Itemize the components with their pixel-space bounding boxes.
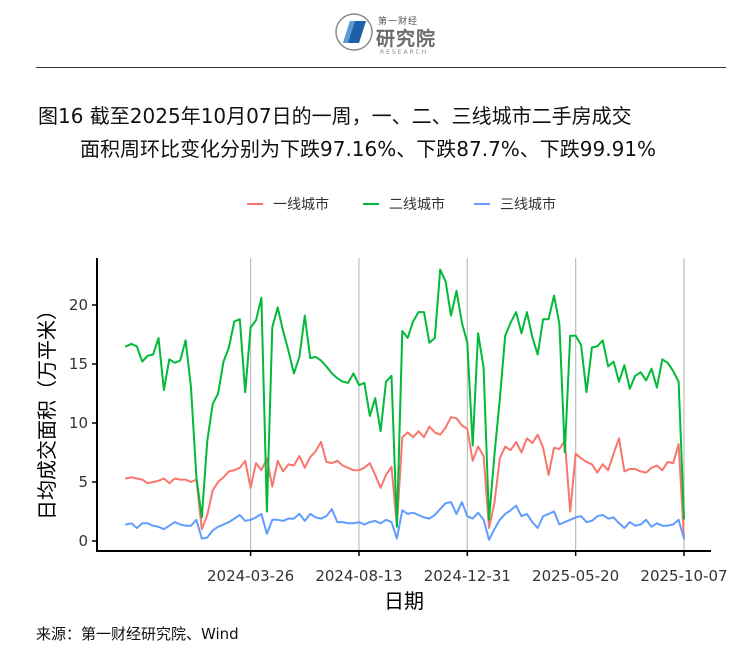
logo-text-small: 第一财经: [378, 17, 419, 27]
x-tick-label: 2024-08-13: [315, 567, 402, 585]
series-lines: [125, 268, 685, 541]
report-header: 第一财经 研究院 RESEARCH: [0, 0, 750, 70]
chart-legend: 一线城市 二线城市 三线城市: [0, 190, 750, 216]
y-ticks: 0 5 10 15 20: [69, 296, 97, 550]
legend-swatch-tier3: [474, 203, 490, 205]
x-axis-title: 日期: [384, 589, 424, 613]
source-note: 来源：第一财经研究院、Wind: [36, 625, 239, 643]
x-tick-label: 2024-03-26: [207, 567, 294, 585]
legend-swatch-tier2: [363, 203, 379, 205]
y-tick-label: 5: [78, 473, 88, 491]
y-tick-label: 20: [69, 296, 88, 314]
y-tick-label: 10: [69, 414, 88, 432]
x-tick-label: 2025-10-07: [640, 567, 727, 585]
logo-text-en: RESEARCH: [380, 49, 429, 56]
logo-text-main: 研究院: [376, 28, 437, 50]
axes: [96, 258, 711, 552]
x-tick-label: 2024-12-31: [424, 567, 511, 585]
y-tick-label: 15: [69, 355, 88, 373]
series-line-tier1: [125, 416, 685, 540]
figure-title-line2: 面积周环比变化分别为下跌97.16%、下跌87.7%、下跌99.91%: [80, 137, 657, 161]
legend-label-tier1: 一线城市: [273, 197, 329, 213]
gridlines: [250, 258, 685, 551]
series-line-tier2: [125, 268, 685, 528]
y-axis-title: 日均成交面积（万平米）: [35, 300, 59, 520]
logo-badge-icon: [335, 13, 373, 51]
x-tick-label: 2025-05-20: [532, 567, 619, 585]
figure-title-line1: 图16 截至2025年10月07日的一周，一、二、三线城市二手房成交: [38, 104, 632, 128]
legend-swatch-tier1: [247, 203, 263, 205]
header-divider: [36, 67, 726, 68]
legend-label-tier2: 二线城市: [389, 197, 445, 213]
legend-label-tier3: 三线城市: [500, 197, 556, 213]
research-institute-logo: 第一财经 研究院 RESEARCH: [334, 10, 444, 58]
x-ticks: 2024-03-26 2024-08-13 2024-12-31 2025-05-20…: [207, 551, 728, 585]
series-line-tier3: [125, 501, 685, 541]
y-tick-label: 0: [78, 532, 88, 550]
